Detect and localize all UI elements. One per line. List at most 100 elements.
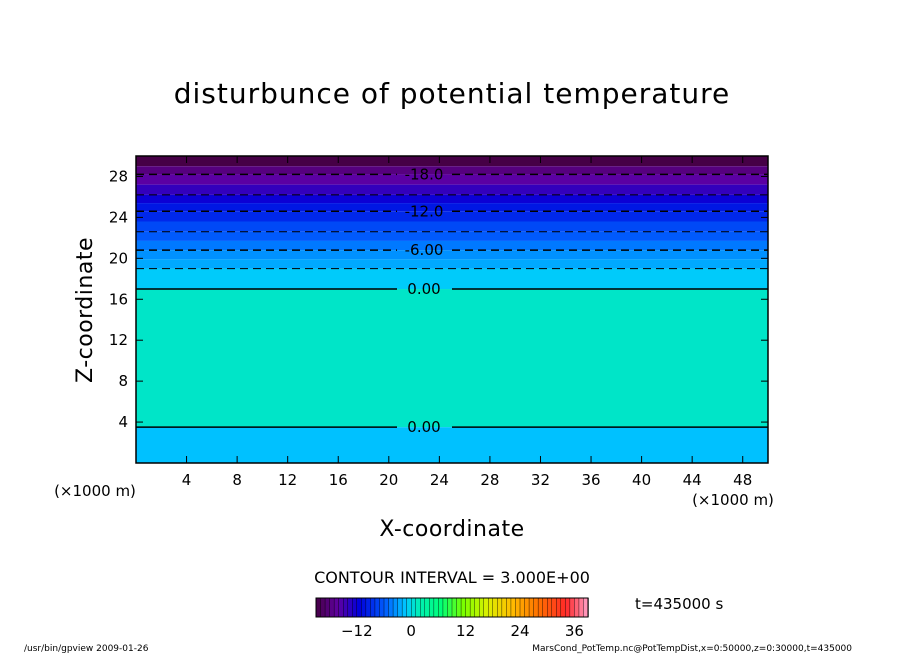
footer-right: MarsCond_PotTemp.nc@PotTempDist,x=0:5000… <box>532 644 852 654</box>
colorbar-cell-13 <box>374 597 381 618</box>
colorbar-cell-8 <box>352 597 358 618</box>
time-label: t=435000 s <box>635 595 723 613</box>
y-tick-label-0: 4 <box>118 413 128 431</box>
x-unit-right: (×1000 m) <box>692 491 774 509</box>
colorbar-cell-39 <box>492 597 499 618</box>
colorbar-cell-0 <box>315 597 322 618</box>
contour-line-6-label: 0.00 <box>407 280 440 298</box>
colorbar-cell-11 <box>365 597 372 618</box>
colorbar-cell-36 <box>479 597 485 618</box>
colorbar-cell-16 <box>388 597 394 618</box>
fill-band-6 <box>136 211 768 222</box>
colorbar-cell-24 <box>424 597 431 618</box>
colorbar <box>315 597 589 618</box>
contour-line-2-label: -12.0 <box>405 202 444 220</box>
colorbar-cell-38 <box>488 597 494 618</box>
x-tick-label-5: 24 <box>430 471 449 489</box>
colorbar-cell-42 <box>506 597 512 618</box>
fill-band-2 <box>136 174 768 185</box>
fill-band-7 <box>136 221 768 232</box>
colorbar-cell-57 <box>574 597 580 618</box>
y-tick-label-2: 12 <box>109 331 128 349</box>
x-tick-label-7: 32 <box>531 471 550 489</box>
x-tick-label-11: 48 <box>733 471 752 489</box>
colorbar-cell-1 <box>320 597 326 618</box>
colorbar-cell-20 <box>406 597 412 618</box>
colorbar-cell-6 <box>343 597 349 618</box>
colorbar-cell-33 <box>465 597 471 618</box>
footer-left: /usr/bin/gpview 2009-01-26 <box>24 644 149 654</box>
colorbar-cell-41 <box>501 597 508 618</box>
colorbar-cell-17 <box>392 597 399 618</box>
colorbar-ticks: −12 0 12 24 36 <box>341 622 584 640</box>
x-tick-label-2: 12 <box>278 471 297 489</box>
y-axis-ticks: 4 8 12 16 20 24 28 <box>109 167 768 431</box>
contour-line-4-label: -6.00 <box>405 241 444 259</box>
colorbar-cell-14 <box>379 597 385 618</box>
colorbar-cell-35 <box>474 597 480 618</box>
colorbar-cell-19 <box>401 597 408 618</box>
colorbar-cell-22 <box>415 597 421 618</box>
contour-interval: CONTOUR INTERVAL = 3.000E+00 <box>314 568 590 587</box>
colorbar-cell-4 <box>333 597 340 618</box>
y-axis-label: Z-coordinate <box>73 237 98 383</box>
colorbar-cell-45 <box>519 597 526 618</box>
y-tick-label-4: 20 <box>109 249 128 267</box>
fill-band-9 <box>136 240 768 251</box>
colorbar-cell-53 <box>556 597 562 618</box>
x-tick-label-9: 40 <box>632 471 651 489</box>
x-tick-label-3: 16 <box>329 471 348 489</box>
contour-line-0-label: -18.0 <box>405 165 444 183</box>
colorbar-cell-49 <box>537 597 544 618</box>
x-tick-label-0: 4 <box>182 471 192 489</box>
colorbar-cell-46 <box>524 597 530 618</box>
colorbar-tick-label-1: 0 <box>406 622 416 640</box>
colorbar-cell-15 <box>383 597 390 618</box>
colorbar-cell-32 <box>460 597 467 618</box>
x-tick-label-6: 28 <box>480 471 499 489</box>
colorbar-cell-54 <box>560 597 567 618</box>
colorbar-cell-50 <box>542 597 548 618</box>
colorbar-cell-47 <box>528 597 535 618</box>
y-tick-label-5: 24 <box>109 208 128 226</box>
colorbar-cell-34 <box>469 597 476 618</box>
colorbar-cell-31 <box>456 597 462 618</box>
fill-band-12 <box>136 268 768 290</box>
fill-band-4 <box>136 194 768 204</box>
fill-band-5 <box>136 203 768 212</box>
fill-band-8 <box>136 231 768 241</box>
colorbar-cell-30 <box>451 597 458 618</box>
colorbar-cell-26 <box>433 597 440 618</box>
colorbar-cell-37 <box>483 597 489 618</box>
colorbar-cell-7 <box>347 597 353 618</box>
colorbar-tick-label-3: 24 <box>510 622 529 640</box>
colorbar-tick-label-0: −12 <box>341 622 373 640</box>
colorbar-tick-label-2: 12 <box>456 622 475 640</box>
colorbar-cell-9 <box>356 597 363 618</box>
colorbar-frame <box>315 597 589 618</box>
contour-line-lower-label: 0.00 <box>407 418 440 436</box>
x-tick-label-4: 20 <box>379 471 398 489</box>
colorbar-cell-27 <box>438 597 444 618</box>
x-unit-left: (×1000 m) <box>54 482 136 500</box>
colorbar-cell-12 <box>370 597 376 618</box>
colorbar-cell-18 <box>397 597 403 618</box>
colorbar-cell-56 <box>569 597 576 618</box>
filled-contours <box>136 156 768 463</box>
fill-band-13 <box>136 289 768 428</box>
fill-band-11 <box>136 259 768 269</box>
colorbar-cell-43 <box>510 597 517 618</box>
x-axis-label: X-coordinate <box>379 517 524 542</box>
colorbar-cell-51 <box>547 597 553 618</box>
colorbar-cell-25 <box>429 597 435 618</box>
y-tick-label-1: 8 <box>118 372 128 390</box>
colorbar-cell-5 <box>338 597 344 618</box>
colorbar-cell-28 <box>442 597 449 618</box>
colorbar-cell-44 <box>515 597 521 618</box>
colorbar-cell-40 <box>497 597 503 618</box>
colorbar-cell-23 <box>420 597 426 618</box>
x-tick-label-1: 8 <box>232 471 242 489</box>
plot-frame <box>135 155 769 464</box>
chart-title: disturbunce of potential temperature <box>174 77 731 110</box>
